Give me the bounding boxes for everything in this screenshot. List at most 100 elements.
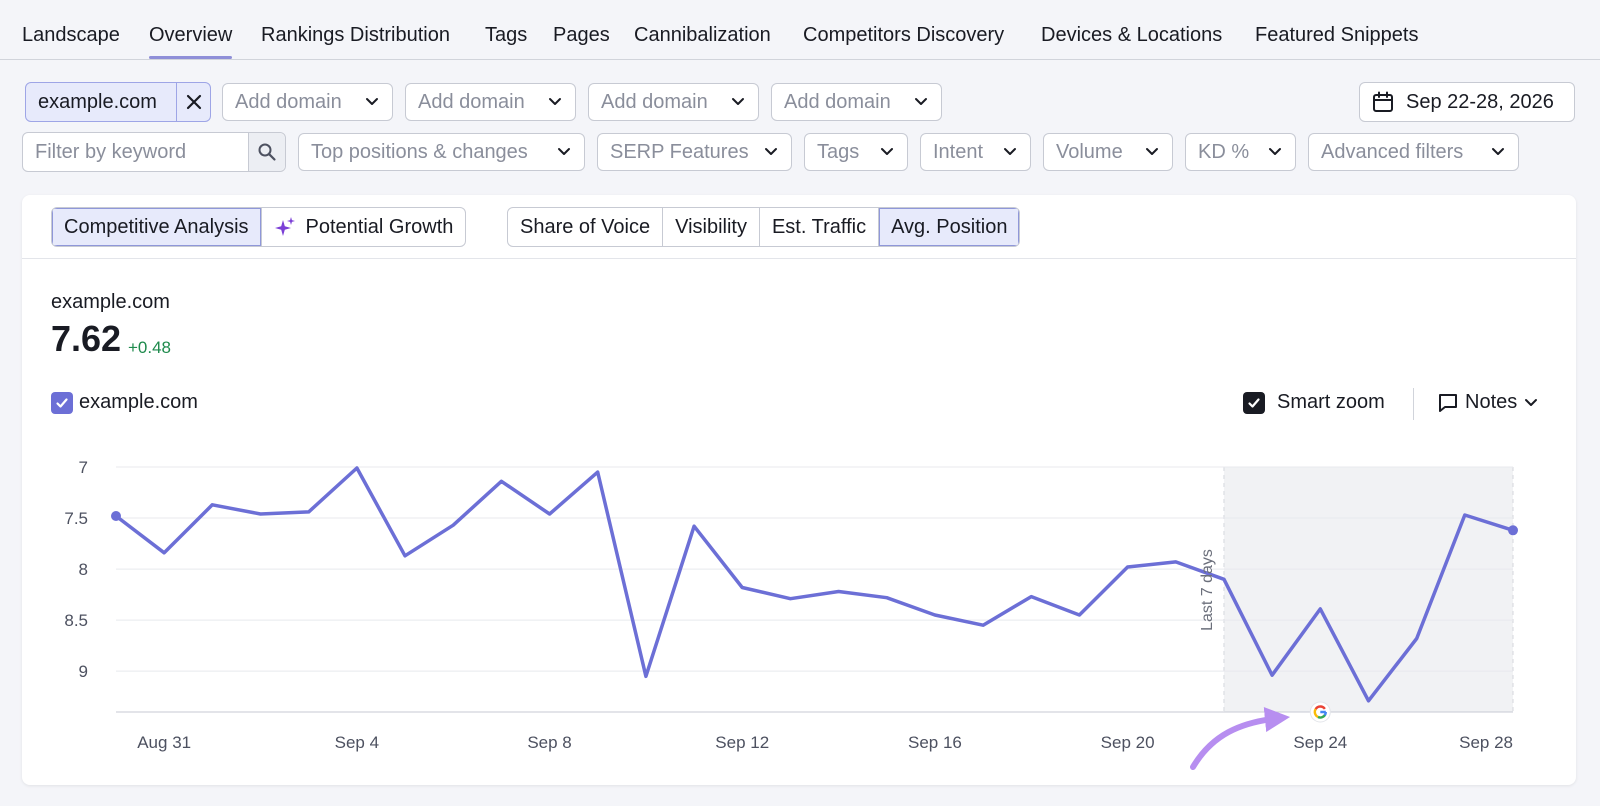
tab-competitors-discovery[interactable]: Competitors Discovery: [803, 24, 1005, 46]
search-button[interactable]: [248, 133, 285, 171]
analysis-mode-toggle: Competitive Analysis Potential Growth: [51, 207, 467, 247]
kpi-delta: +0.48: [128, 338, 172, 357]
sparkle-icon: [274, 217, 295, 236]
kpi-domain: example.com: [51, 291, 170, 313]
search-icon: [258, 143, 276, 161]
kd-filter[interactable]: KD %: [1185, 133, 1296, 171]
x-tick-label: Sep 16: [908, 733, 962, 752]
visibility-tab[interactable]: Visibility: [663, 208, 760, 246]
potential-growth-label: Potential Growth: [305, 215, 454, 238]
calendar-icon: [1373, 91, 1393, 112]
chevron-down-icon: [549, 98, 561, 105]
x-tick-label: Sep 28: [1459, 733, 1513, 752]
domain-chip[interactable]: example.com: [25, 82, 211, 122]
filter-label: Advanced filters: [1321, 140, 1464, 163]
chevron-down-icon: [366, 98, 378, 105]
y-tick-label: 7: [79, 458, 88, 477]
keyword-filter: [22, 132, 286, 172]
add-domain-select-3[interactable]: Add domain: [588, 83, 759, 121]
metric-toggle: Share of Voice Visibility Est. Traffic A…: [507, 207, 1021, 247]
data-point[interactable]: [1508, 525, 1518, 536]
series-legend[interactable]: example.com: [51, 391, 198, 414]
add-domain-label: Add domain: [784, 90, 891, 113]
chevron-down-icon: [732, 98, 744, 105]
filter-label: Top positions & changes: [311, 140, 528, 163]
x-tick-label: Sep 4: [335, 733, 379, 752]
add-domain-select-2[interactable]: Add domain: [405, 83, 576, 121]
serp-features-filter[interactable]: SERP Features: [597, 133, 792, 171]
x-tick-label: Aug 31: [137, 733, 191, 752]
chevron-down-icon: [558, 148, 570, 155]
keyword-filter-input[interactable]: [23, 133, 248, 171]
chevron-down-icon: [915, 98, 927, 105]
chevron-down-icon: [1004, 148, 1016, 155]
date-range-button[interactable]: Sep 22-28, 2026: [1359, 82, 1575, 122]
chevron-down-icon: [1269, 148, 1281, 155]
top-positions-filter[interactable]: Top positions & changes: [298, 133, 585, 171]
share-of-voice-tab[interactable]: Share of Voice: [508, 208, 664, 246]
x-tick-label: Sep 12: [715, 733, 769, 752]
tab-landscape[interactable]: Landscape: [22, 24, 120, 46]
tab-rankings-distribution[interactable]: Rankings Distribution: [261, 24, 450, 46]
add-domain-label: Add domain: [235, 90, 342, 113]
last-7-days-highlight: [1223, 467, 1513, 712]
remove-domain-button[interactable]: [176, 83, 210, 121]
notes-label: Notes: [1465, 391, 1518, 413]
top-navigation: Landscape Overview Rankings Distribution…: [0, 0, 1600, 60]
tab-devices-locations[interactable]: Devices & Locations: [1041, 24, 1223, 46]
google-update-icon[interactable]: [1309, 701, 1331, 723]
smart-zoom-toggle[interactable]: Smart zoom: [1243, 391, 1385, 414]
x-tick-label: Sep 24: [1293, 733, 1347, 752]
tab-tags[interactable]: Tags: [485, 24, 528, 46]
check-icon: [56, 397, 68, 408]
tab-overview[interactable]: Overview: [149, 24, 233, 59]
potential-growth-tab[interactable]: Potential Growth: [262, 208, 466, 246]
y-tick-label: 7.5: [64, 509, 88, 528]
smart-zoom-label: Smart zoom: [1277, 391, 1385, 413]
filter-label: Tags: [817, 140, 860, 163]
add-domain-select-4[interactable]: Add domain: [771, 83, 942, 121]
smart-zoom-checkbox[interactable]: [1243, 391, 1265, 414]
filter-label: Intent: [933, 140, 984, 163]
comment-icon: [1439, 393, 1457, 412]
chevron-down-icon: [881, 148, 893, 155]
y-tick-label: 8: [79, 560, 88, 579]
intent-filter[interactable]: Intent: [920, 133, 1031, 171]
add-domain-label: Add domain: [601, 90, 708, 113]
advanced-filters[interactable]: Advanced filters: [1308, 133, 1519, 171]
chevron-down-icon: [1492, 148, 1504, 155]
volume-filter[interactable]: Volume: [1043, 133, 1173, 171]
series-legend-label: example.com: [79, 391, 198, 413]
data-point[interactable]: [111, 511, 121, 521]
pointer-arrow: [1190, 706, 1291, 770]
filter-label: SERP Features: [610, 140, 749, 163]
competitive-analysis-tab[interactable]: Competitive Analysis: [52, 208, 262, 246]
chevron-down-icon: [1525, 398, 1538, 406]
check-icon: [1248, 397, 1260, 408]
chevron-down-icon: [1146, 148, 1158, 155]
tab-cannibalization[interactable]: Cannibalization: [634, 24, 771, 46]
x-tick-label: Sep 8: [527, 733, 571, 752]
domain-chip-label: example.com: [38, 90, 157, 113]
card-header: Competitive Analysis Potential Growth Sh…: [22, 195, 1576, 259]
add-domain-select-1[interactable]: Add domain: [222, 83, 393, 121]
filter-label: Volume: [1056, 140, 1123, 163]
close-icon: [186, 94, 201, 110]
avg-position-tab[interactable]: Avg. Position: [879, 208, 1020, 246]
series-checkbox[interactable]: [51, 391, 73, 414]
x-tick-label: Sep 20: [1101, 733, 1155, 752]
notes-dropdown[interactable]: Notes: [1437, 391, 1539, 414]
y-tick-label: 8.5: [64, 611, 88, 630]
y-tick-label: 9: [79, 662, 88, 681]
avg-position-chart: 7 7.5 8 8.5 9 Aug 31 Sep 4 Sep 8 Sep 12 Sep 16 Se…: [64, 458, 1518, 770]
add-domain-label: Add domain: [418, 90, 525, 113]
kpi-value: 7.62: [51, 318, 122, 359]
last-7-days-label: Last 7 days: [1199, 549, 1216, 631]
est-traffic-tab[interactable]: Est. Traffic: [760, 208, 880, 246]
series-line: [114, 466, 1515, 703]
tags-filter[interactable]: Tags: [804, 133, 908, 171]
tab-featured-snippets[interactable]: Featured Snippets: [1255, 24, 1419, 46]
date-range-label: Sep 22-28, 2026: [1406, 90, 1554, 113]
tab-pages[interactable]: Pages: [553, 24, 610, 46]
filter-label: KD %: [1198, 140, 1250, 163]
